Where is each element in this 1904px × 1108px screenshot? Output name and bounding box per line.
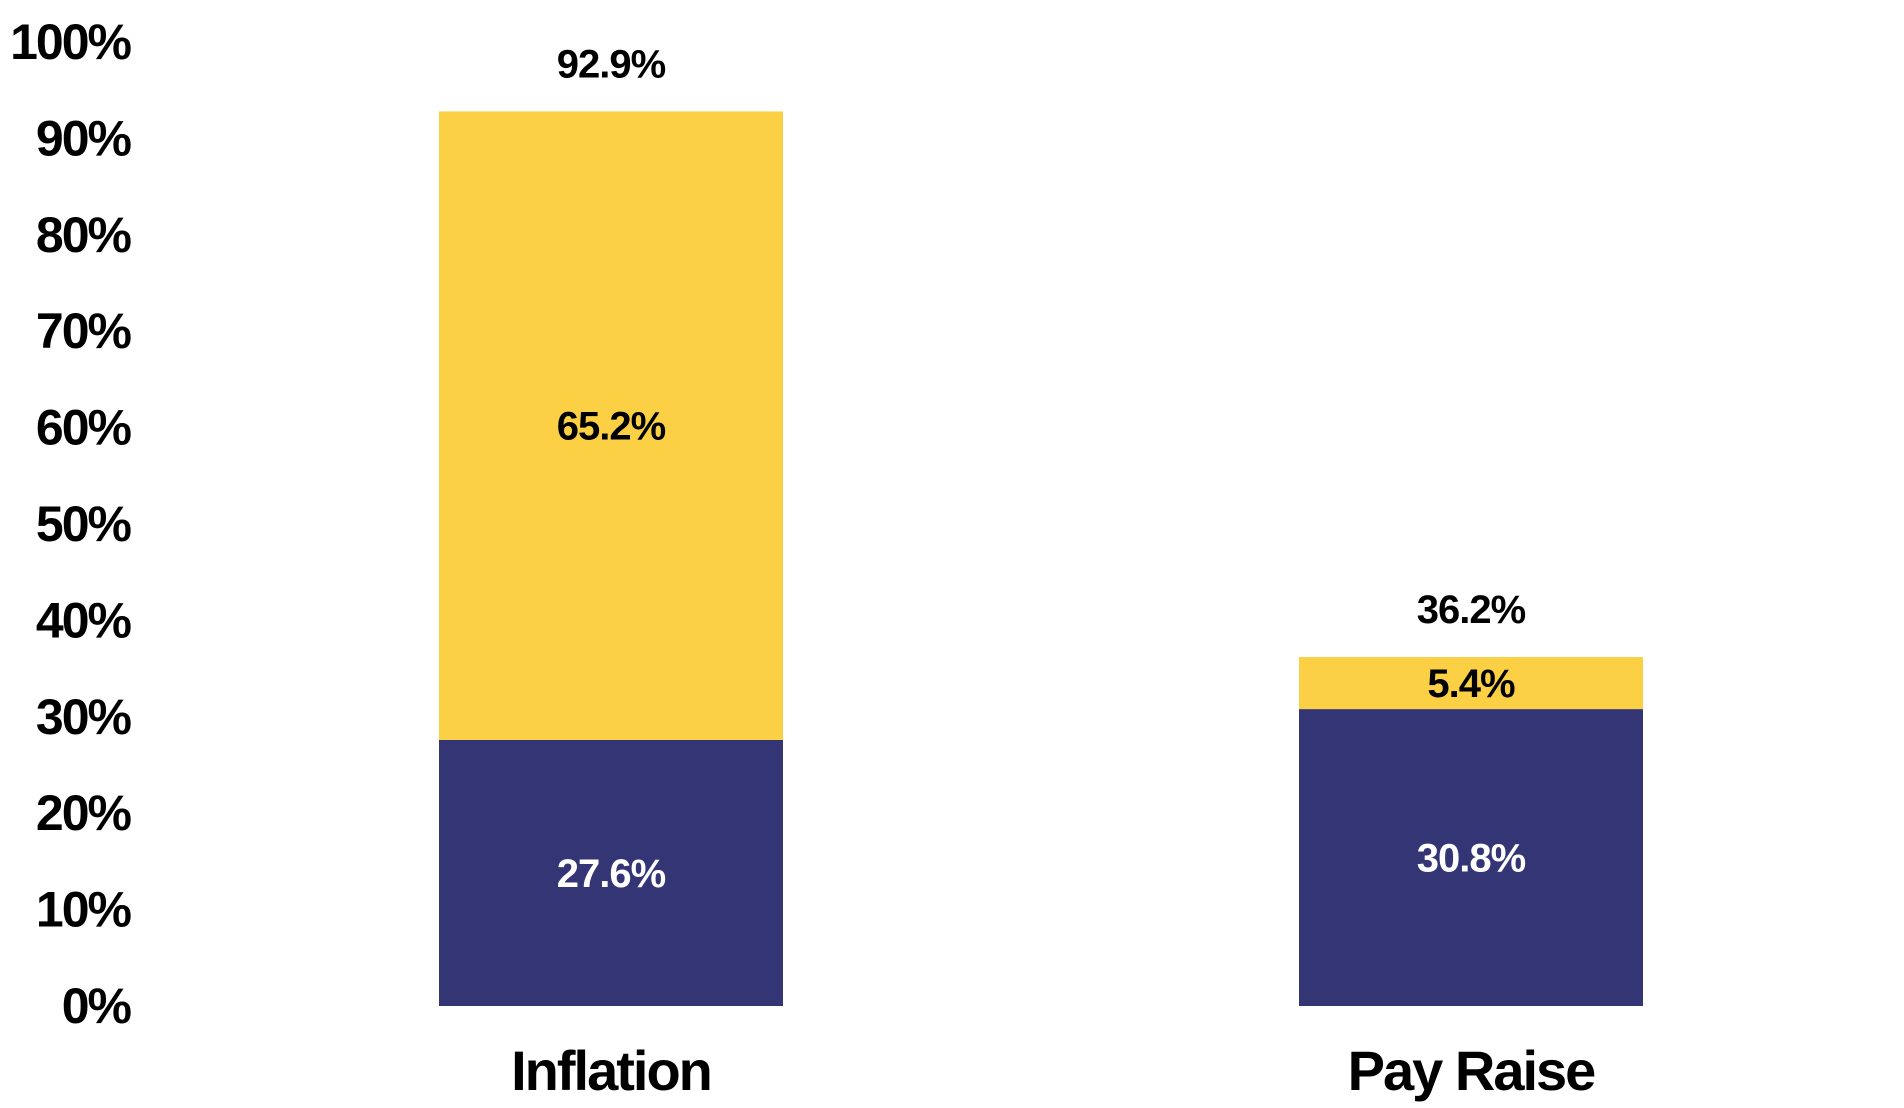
y-tick-label: 20% <box>36 785 132 841</box>
bars: 27.6% 65.2% 92.9% 30.8% 5.4% 36.2% <box>439 42 1643 1006</box>
y-tick-label: 90% <box>36 110 132 166</box>
total-label: 92.9% <box>557 42 666 86</box>
total-label: 36.2% <box>1417 588 1526 632</box>
category-label: Pay Raise <box>1348 1039 1595 1102</box>
y-tick-label: 0% <box>62 978 132 1034</box>
y-axis: 0% 10% 20% 30% 40% 50% 60% 70% 80% 90% 100% <box>10 14 133 1034</box>
y-tick-label: 50% <box>36 496 132 552</box>
y-tick-label: 40% <box>36 592 132 648</box>
y-tick-label: 100% <box>10 14 131 70</box>
bar-segment <box>1299 709 1643 1006</box>
y-tick-label: 30% <box>36 689 132 745</box>
data-label: 27.6% <box>557 852 666 896</box>
data-label: 65.2% <box>557 405 666 449</box>
bar-segment <box>439 111 783 740</box>
y-tick-label: 70% <box>36 303 132 359</box>
category-label: Inflation <box>511 1039 711 1102</box>
data-label: 5.4% <box>1427 662 1515 706</box>
x-axis: Inflation Pay Raise <box>511 1039 1597 1102</box>
data-label: 30.8% <box>1417 837 1526 881</box>
y-tick-label: 80% <box>36 207 132 263</box>
y-tick-label: 60% <box>36 400 132 456</box>
y-tick-label: 10% <box>36 882 132 938</box>
bar-segment <box>1299 657 1643 710</box>
bar-segment <box>439 739 783 1006</box>
